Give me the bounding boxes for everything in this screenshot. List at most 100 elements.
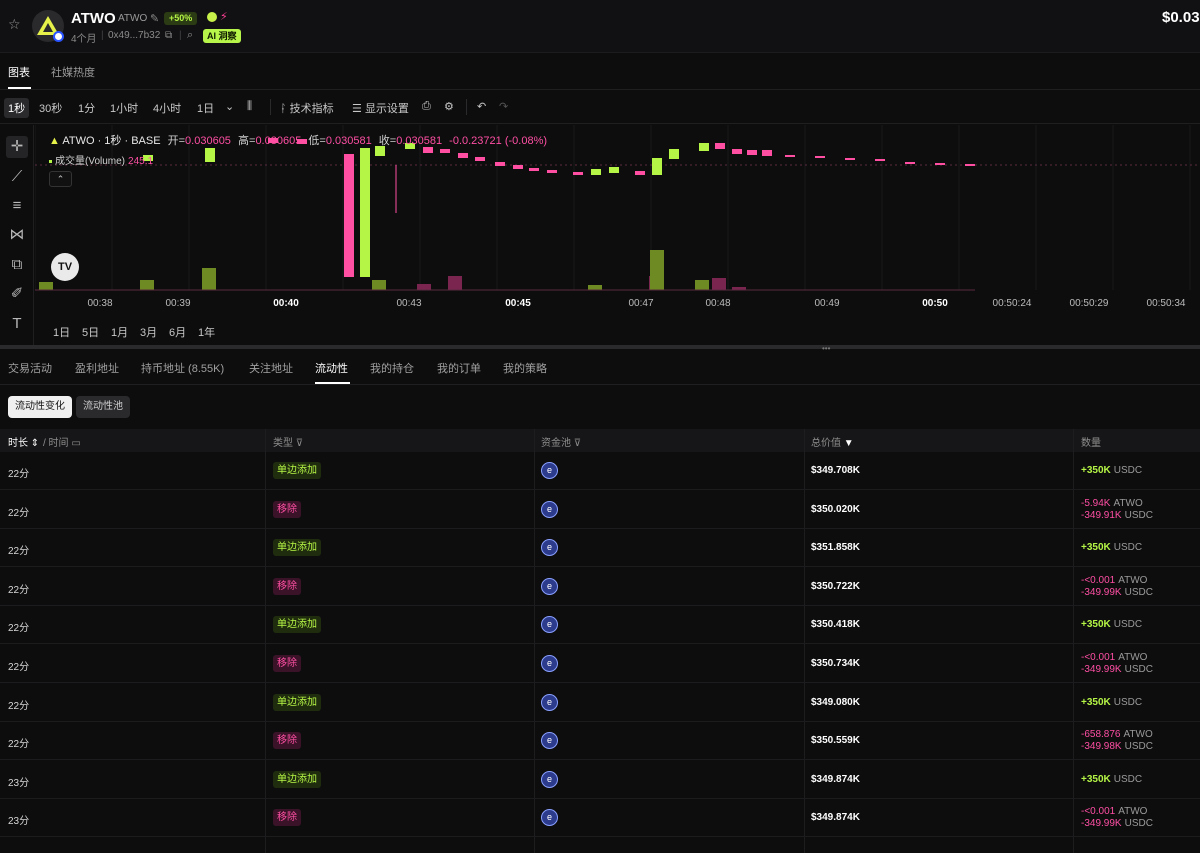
age-cell: 22分 <box>8 507 30 519</box>
table-row[interactable]: 22分 单边添加 e $350.418K +350K USDC <box>0 606 1200 645</box>
copy-icon[interactable]: ⧉ <box>165 30 173 41</box>
activity-tabs: 交易活动 盈利地址 持币地址 (8.55K) 关注地址 流动性 我的持仓 我的订… <box>0 349 1200 385</box>
x-tick-label: 00:43 <box>396 298 421 309</box>
header-total[interactable]: 总价值 ▼ <box>811 434 854 449</box>
pool-icon[interactable]: e <box>541 693 558 711</box>
qty-1: -<0.001 <box>1081 574 1116 586</box>
filter-active-icon[interactable]: ▼ <box>843 438 854 449</box>
candle <box>905 162 915 164</box>
qty-cell: +350K USDC <box>1081 542 1142 553</box>
type-badge: 单边添加 <box>273 693 321 711</box>
resize-handle[interactable] <box>0 345 1200 349</box>
volume-bar <box>417 284 431 290</box>
redo-icon[interactable]: ↷ <box>499 101 509 113</box>
candle <box>405 143 415 149</box>
interval-dropdown-icon[interactable]: ⌄ <box>225 101 235 113</box>
filter-icon[interactable]: ⊽ <box>295 438 304 449</box>
header-type[interactable]: 类型 ⊽ <box>273 434 303 449</box>
volume-bar <box>712 278 726 290</box>
qty-1-unit: ATWO <box>1118 574 1148 586</box>
tab-activity[interactable]: 交易活动 <box>8 363 52 375</box>
filter-icon[interactable]: ⊽ <box>573 438 582 449</box>
tab-social[interactable]: 社媒热度 <box>51 67 95 79</box>
header-pool[interactable]: 资金池 ⊽ <box>541 434 581 449</box>
interval-1m[interactable]: 1分 <box>78 103 96 115</box>
crosshair-icon[interactable]: ✛ <box>6 136 28 158</box>
table-row[interactable]: 22分 单边添加 e $349.080K +350K USDC <box>0 684 1200 722</box>
pool-icon[interactable]: e <box>541 616 558 634</box>
screenshot-icon[interactable]: ⎙ <box>422 100 431 112</box>
drag-dots-icon[interactable]: ••• <box>822 344 831 353</box>
gear-icon[interactable]: ⚙ <box>444 101 454 113</box>
sort-icon[interactable]: ⇕ <box>30 438 40 449</box>
subtab-liquidity-pools[interactable]: 流动性池 <box>76 396 130 418</box>
header-time[interactable]: / 时间 ▭ <box>43 434 81 449</box>
tab-my-strategies[interactable]: 我的策略 <box>503 363 547 375</box>
tab-my-positions[interactable]: 我的持仓 <box>370 363 414 375</box>
text-tool-icon[interactable]: T <box>12 315 22 332</box>
candle-type-icon[interactable]: ⫼ <box>247 100 253 112</box>
candle <box>513 165 523 169</box>
range-1d[interactable]: 1日 <box>53 327 71 339</box>
pattern-icon[interactable]: ⋈ <box>9 226 25 243</box>
token-name: ATWO <box>71 10 116 27</box>
total-value: $351.858K <box>811 542 860 554</box>
table-row[interactable]: 22分 移除 e $350.734K -<0.001 ATWO -349.99K U… <box>0 645 1200 683</box>
candle <box>935 163 945 165</box>
tab-liquidity[interactable]: 流动性 <box>315 363 348 375</box>
display-settings-button[interactable]: ☰ 显示设置 <box>352 100 409 116</box>
measure-icon[interactable]: ⧉ <box>11 256 23 273</box>
x-tick-label: 00:49 <box>814 298 839 309</box>
table-row[interactable]: 23分 移除 e $349.874K -<0.001 ATWO -349.99K U… <box>0 799 1200 838</box>
range-6m[interactable]: 6月 <box>169 327 187 339</box>
pool-icon[interactable]: e <box>541 577 558 595</box>
tab-profit-addresses[interactable]: 盈利地址 <box>75 363 119 375</box>
tab-chart[interactable]: 图表 <box>8 67 30 79</box>
header-age[interactable]: 时长 ⇕ <box>8 434 39 449</box>
interval-1s[interactable]: 1秒 <box>4 98 30 118</box>
pool-icon[interactable]: e <box>541 732 558 750</box>
range-1y[interactable]: 1年 <box>198 327 216 339</box>
price-chart[interactable]: 00:38 00:39 00:40 00:43 00:45 00:47 00:48 00:49… <box>35 125 1200 345</box>
qty-cell: -5.94K ATWO -349.91K USDC <box>1081 498 1153 522</box>
interval-1d[interactable]: 1日 <box>197 103 215 115</box>
range-5d[interactable]: 5日 <box>82 327 100 339</box>
pool-icon[interactable]: e <box>541 770 558 788</box>
list-icon: ☰ <box>352 103 362 115</box>
tradingview-logo-icon[interactable]: TV <box>51 253 79 281</box>
tab-my-orders[interactable]: 我的订单 <box>437 363 481 375</box>
edit-icon[interactable]: ✎ <box>150 13 160 25</box>
table-row[interactable]: 22分 移除 e $350.722K -<0.001 ATWO -349.99K U… <box>0 568 1200 606</box>
interval-30s[interactable]: 30秒 <box>39 103 63 115</box>
candle <box>423 147 433 153</box>
tab-holders[interactable]: 持币地址 (8.55K) <box>141 363 225 375</box>
fib-icon[interactable]: ≡ <box>12 197 22 214</box>
pool-icon[interactable]: e <box>541 655 558 672</box>
brush-icon[interactable]: ✐ <box>10 285 24 302</box>
interval-4h[interactable]: 4小时 <box>153 103 182 115</box>
table-row[interactable]: 22分 移除 e $350.020K -5.94K ATWO -349.91K US… <box>0 491 1200 529</box>
collapse-legend-icon[interactable]: ⌃ <box>49 171 72 187</box>
trendline-icon[interactable]: ⟋ <box>11 168 23 185</box>
interval-1h[interactable]: 1小时 <box>110 103 139 115</box>
candle <box>652 158 662 175</box>
indicators-button[interactable]: ᛛ 技术指标 <box>280 100 334 116</box>
pool-icon[interactable]: e <box>541 809 558 827</box>
pool-icon[interactable]: e <box>541 462 558 479</box>
undo-icon[interactable]: ↶ <box>477 101 487 113</box>
tab-watched[interactable]: 关注地址 <box>249 363 293 375</box>
search-icon[interactable]: ⌕ <box>187 29 194 41</box>
table-row[interactable]: 23分 单边添加 e $349.874K +350K USDC <box>0 761 1200 799</box>
favorite-star-icon[interactable]: ☆ <box>8 16 21 32</box>
table-row[interactable]: 22分 移除 e $350.559K -658.876 ATWO -349.98K… <box>0 722 1200 761</box>
range-3m[interactable]: 3月 <box>140 327 158 339</box>
pool-icon[interactable]: e <box>541 539 558 557</box>
contract-address[interactable]: 0x49...7b32 <box>108 30 161 41</box>
close-value: 0.030581 <box>396 135 443 147</box>
range-1m[interactable]: 1月 <box>111 327 129 339</box>
table-row[interactable]: 22分 单边添加 e $351.858K +350K USDC <box>0 529 1200 568</box>
ai-insight-button[interactable]: AI 洞察 <box>203 29 241 43</box>
pool-icon[interactable]: e <box>541 500 558 518</box>
subtab-liquidity-changes[interactable]: 流动性变化 <box>8 396 72 418</box>
table-row[interactable]: 22分 单边添加 e $349.708K +350K USDC <box>0 452 1200 490</box>
